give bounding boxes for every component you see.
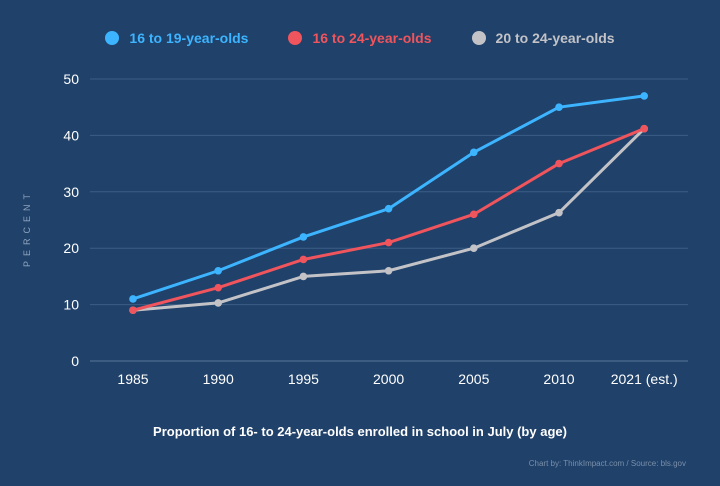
legend-item-16-24: 16 to 24-year-olds xyxy=(288,30,432,46)
x-tick-label-2: 1995 xyxy=(288,371,319,387)
x-tick-label-6: 2021 (est.) xyxy=(611,371,678,387)
y-tick-label-10: 10 xyxy=(63,297,79,313)
x-tick-label-4: 2005 xyxy=(458,371,489,387)
series-2-point-1 xyxy=(214,299,222,307)
series-0-point-4 xyxy=(470,148,478,157)
series-0-point-1 xyxy=(214,266,222,275)
series-2-point-3 xyxy=(384,266,393,275)
series-2-point-2 xyxy=(299,272,308,281)
legend-item-16-19: 16 to 19-year-olds xyxy=(105,30,248,46)
series-0-point-3 xyxy=(384,204,393,213)
legend-dot-20-24 xyxy=(471,31,486,45)
chart-title: Proportion of 16- to 24-year-olds enroll… xyxy=(153,424,567,439)
series-0-point-2 xyxy=(299,233,308,241)
source-credit: Chart by: ThinkImpact.com / Source: bls.… xyxy=(528,459,686,468)
series-1-point-5 xyxy=(555,159,563,168)
series-2-point-4 xyxy=(470,244,478,252)
legend-item-20-24: 20 to 24-year-olds xyxy=(471,30,615,46)
series-line-1 xyxy=(131,127,646,312)
series-1-point-1 xyxy=(214,283,222,292)
legend-label-16-19: 16 to 19-year-olds xyxy=(129,30,249,46)
y-tick-label-20: 20 xyxy=(63,240,79,256)
x-tick-label-0: 1985 xyxy=(117,371,148,387)
y-tick-label-30: 30 xyxy=(63,184,79,200)
series-0-point-5 xyxy=(555,103,563,111)
y-tick-label-0: 0 xyxy=(71,353,79,369)
series-1-point-0 xyxy=(129,306,137,315)
series-1-point-4 xyxy=(470,210,478,219)
x-tick-label-1: 1990 xyxy=(203,371,234,387)
series-1-point-2 xyxy=(299,255,308,264)
x-tick-label-3: 2000 xyxy=(373,371,404,387)
series-0-point-0 xyxy=(129,295,137,303)
legend-dot-16-19 xyxy=(105,31,120,45)
x-tick-label-5: 2010 xyxy=(543,371,574,387)
series-1-point-6 xyxy=(640,124,648,133)
y-tick-label-40: 40 xyxy=(63,127,79,143)
legend-dot-16-24 xyxy=(288,31,303,45)
y-tick-label-50: 50 xyxy=(63,71,79,87)
series-line-2 xyxy=(131,127,646,312)
series-1-point-3 xyxy=(384,238,393,247)
legend-label-20-24: 20 to 24-year-olds xyxy=(495,30,615,46)
series-0-point-6 xyxy=(640,92,648,100)
legend-label-16-24: 16 to 24-year-olds xyxy=(312,30,432,46)
series-2-point-5 xyxy=(555,208,563,217)
legend: 16 to 19-year-olds 16 to 24-year-olds 20… xyxy=(0,30,720,46)
